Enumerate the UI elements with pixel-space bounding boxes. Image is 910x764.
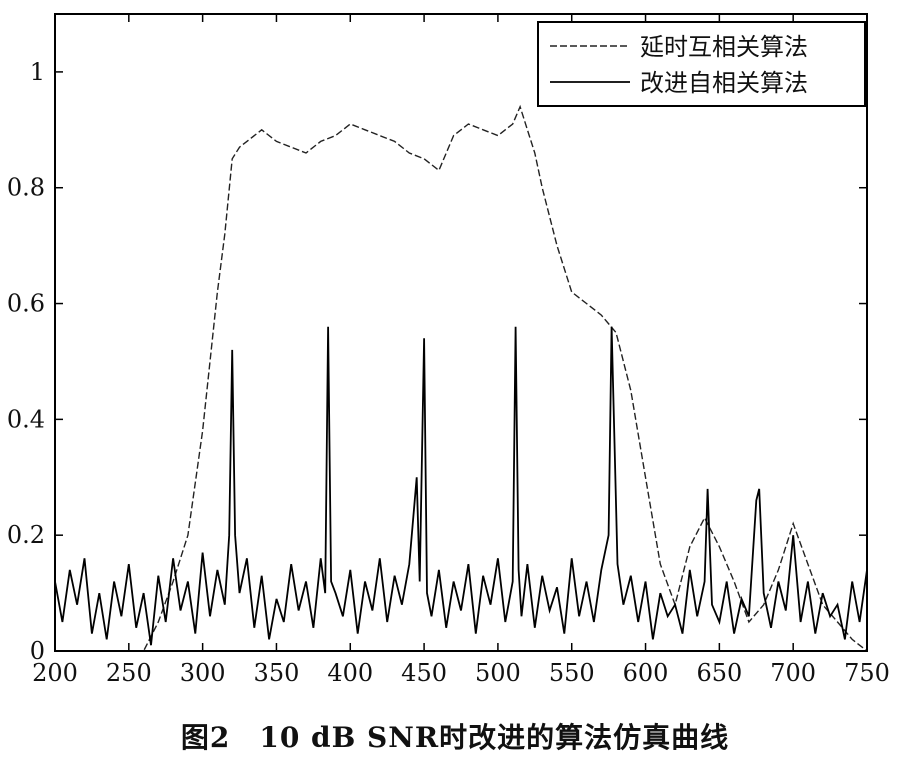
plot-area bbox=[54, 104, 868, 652]
x-tick-label: 300 bbox=[180, 659, 226, 687]
series-line-2 bbox=[54, 326, 868, 646]
legend-label-1: 延时互相关算法 bbox=[640, 33, 808, 61]
x-tick-label: 550 bbox=[549, 659, 595, 687]
series-line-1 bbox=[55, 104, 868, 652]
x-tick-label: 350 bbox=[254, 659, 300, 687]
y-tick-label: 0.4 bbox=[7, 405, 45, 433]
axes: 200 250 300 350 400 450 500 550 600 650 700 750 0 0.2… bbox=[7, 13, 890, 687]
y-tick-label: 1 bbox=[30, 58, 45, 86]
figure-caption: 图2 10 dB SNR时改进的算法仿真曲线 bbox=[180, 721, 730, 754]
legend-label-2: 改进自相关算法 bbox=[640, 69, 808, 97]
legend-box bbox=[537, 21, 866, 107]
x-tick-label: 750 bbox=[844, 659, 890, 687]
x-tick-label: 250 bbox=[106, 659, 152, 687]
y-tick-label: 0 bbox=[30, 637, 45, 665]
x-tick-label: 600 bbox=[623, 659, 669, 687]
x-tick-label: 700 bbox=[770, 659, 816, 687]
x-tick-label: 450 bbox=[401, 659, 447, 687]
y-tick-label: 0.2 bbox=[7, 521, 45, 549]
y-tick-label: 0.8 bbox=[7, 174, 45, 202]
y-tick-label: 0.6 bbox=[7, 290, 45, 318]
x-tick-label: 200 bbox=[32, 659, 78, 687]
x-tick-label: 500 bbox=[475, 659, 521, 687]
axes-frame bbox=[54, 13, 868, 652]
x-tick-label: 400 bbox=[327, 659, 373, 687]
x-tick-label: 650 bbox=[696, 659, 742, 687]
